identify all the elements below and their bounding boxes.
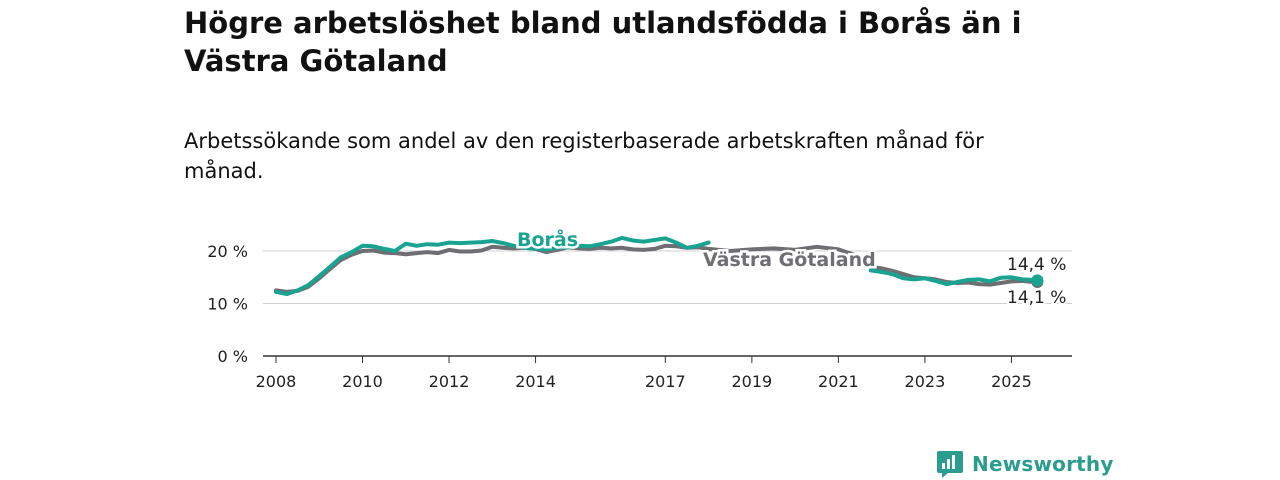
y-tick-label: 20 % bbox=[207, 242, 248, 261]
x-tick-label: 2023 bbox=[905, 372, 946, 391]
x-tick-label: 2010 bbox=[342, 372, 383, 391]
axes: 0 % 10 % 20 % 2008 2010 2012 2014 2017 2019 2021 2… bbox=[207, 242, 1072, 391]
series-labels: Västra Götaland Borås 14,4 % 14,1 % bbox=[515, 225, 1069, 311]
newsworthy-logo: Newsworthy bbox=[936, 448, 1114, 480]
x-tick-label: 2025 bbox=[991, 372, 1032, 391]
end-label-vastra-gotaland: 14,1 % bbox=[1007, 288, 1066, 308]
chart-title: Högre arbetslöshet bland utlandsfödda i … bbox=[184, 6, 1022, 78]
end-point-boras bbox=[1031, 274, 1044, 287]
x-tick-label: 2019 bbox=[732, 372, 773, 391]
y-tick-label: 10 % bbox=[207, 295, 248, 314]
series-label-boras: Borås bbox=[517, 227, 578, 251]
series-label-vastra-gotaland: Västra Götaland bbox=[703, 249, 876, 271]
x-tick-label: 2014 bbox=[515, 372, 556, 391]
x-tick-label: 2008 bbox=[256, 372, 297, 391]
series-line-vastra-gotaland bbox=[274, 243, 1040, 294]
end-label-boras: 14,4 % bbox=[1007, 255, 1066, 275]
brand-name: Newsworthy bbox=[972, 452, 1114, 476]
series-lines bbox=[274, 235, 1044, 297]
x-tick-label: 2017 bbox=[645, 372, 686, 391]
series-line-boras bbox=[868, 268, 1040, 287]
gridlines bbox=[263, 250, 1072, 304]
x-tick-label: 2021 bbox=[818, 372, 859, 391]
series-line-boras bbox=[274, 235, 711, 297]
chart-subtitle: Arbetssökande som andel av den registerb… bbox=[184, 129, 984, 183]
newsworthy-logo-icon bbox=[937, 451, 963, 478]
x-tick-label: 2012 bbox=[429, 372, 470, 391]
y-tick-label: 0 % bbox=[218, 347, 248, 366]
